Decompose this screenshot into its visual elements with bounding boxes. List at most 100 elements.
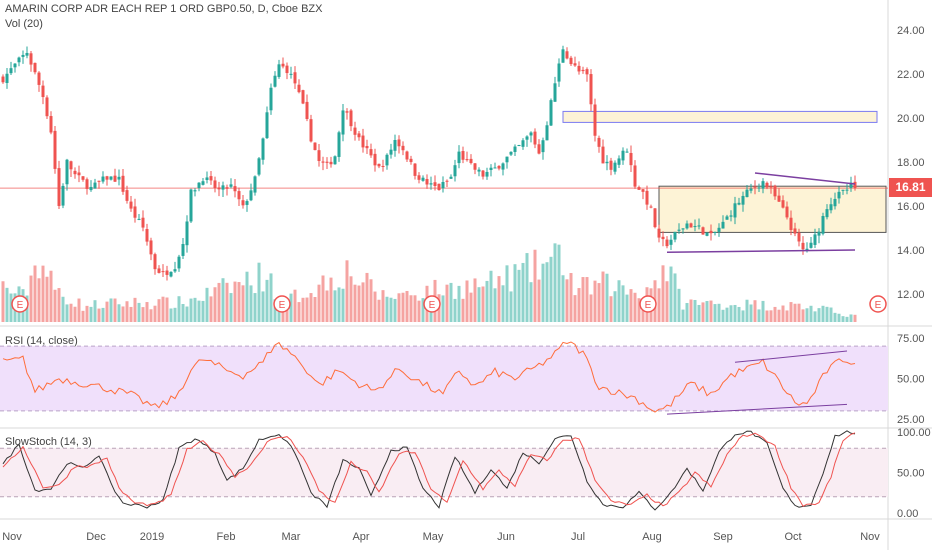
volume-bar [45,276,49,322]
earnings-marker-label: E [279,300,286,311]
time-tick-label: Mar [282,531,301,543]
candle-body [637,187,641,190]
volume-bar [813,311,817,322]
earnings-marker-label: E [645,300,652,311]
candle-body [185,221,189,246]
volume-bar [797,303,801,322]
candle-body [397,139,401,147]
volume-bar [825,306,829,322]
stoch-tick-label: 100.00 [897,427,931,439]
volume-bar [673,273,677,322]
candle-body [717,227,721,232]
candle-body [133,206,137,218]
volume-bar [53,289,57,322]
volume-bar [33,265,37,322]
candle-body [249,190,253,201]
candle-body [789,217,793,231]
candle-body [713,231,717,233]
volume-bar [761,300,765,322]
volume-bar [749,304,753,322]
candle-body [29,53,33,65]
candle-body [533,131,537,145]
candle-body [13,63,17,68]
candle-body [617,158,621,165]
volume-bar [717,303,721,322]
volume-bar [145,302,149,322]
volume-bar [549,256,553,322]
volume-bar [473,278,477,322]
candle-body [73,170,77,175]
volume-bar [193,297,197,322]
candle-body [781,200,785,208]
volume-bar [389,297,393,322]
candle-body [761,181,765,189]
volume-bar [837,313,841,322]
volume-bar [693,299,697,322]
candle-body [317,150,321,162]
volume-bar [849,314,853,322]
volume-bar [669,266,673,322]
volume-bar [509,291,513,322]
upper-trendline [754,172,856,185]
candle-body [785,206,789,218]
candle-body [193,190,197,192]
candle-body [69,161,73,170]
volume-bar [373,291,377,322]
volume-bar [793,303,797,322]
price-tick-label: 18.00 [897,157,925,169]
volume-bar [677,288,681,322]
volume-bar [181,304,185,322]
volume-bar [149,309,153,322]
candle-body [21,54,25,57]
volume-bar [309,293,313,322]
candle-body [549,100,553,126]
candle-body [25,52,29,56]
volume-bar [505,265,509,322]
volume-bar [69,303,73,322]
volume-bar [569,273,573,322]
volume-bar [141,307,145,322]
candle-body [661,236,665,240]
volume-bar [613,291,617,322]
candle-body [441,181,445,189]
volume-bar [773,306,777,322]
candle-body [445,180,449,182]
volume-bar [601,271,605,322]
volume-bar [445,284,449,322]
volume-bar [177,296,181,322]
candle-body [53,130,57,169]
volume-bar [685,303,689,322]
volume-bar [221,278,225,322]
volume-bar [713,304,717,322]
candle-body [49,116,53,133]
volume-bar [817,308,821,322]
stoch-k-series [2,430,856,511]
volume-bar [841,316,845,322]
candle-body [269,87,273,111]
candle-body [645,190,649,205]
candle-body [329,161,333,165]
candle-body [177,256,181,269]
candle-body [833,198,837,207]
candle-body [105,176,109,180]
time-tick-label: Nov [860,531,880,543]
candle-body [745,189,749,198]
earnings-marker [423,295,441,313]
volume-bar [709,300,713,322]
volume-legend: Vol (20) [5,18,43,30]
candle-body [353,127,357,135]
indicator-bands [0,345,888,498]
candle-body [569,57,573,65]
candle-body [461,151,465,160]
volume-bar [485,280,489,322]
candle-body [333,156,337,165]
volume-bar [233,281,237,322]
rsi-trendline [666,403,848,415]
volume-bar [637,298,641,322]
candle-body [89,186,93,191]
volume-bar [201,300,205,322]
candle-body [301,90,305,104]
candle-body [453,165,457,177]
volume-bar [697,304,701,322]
